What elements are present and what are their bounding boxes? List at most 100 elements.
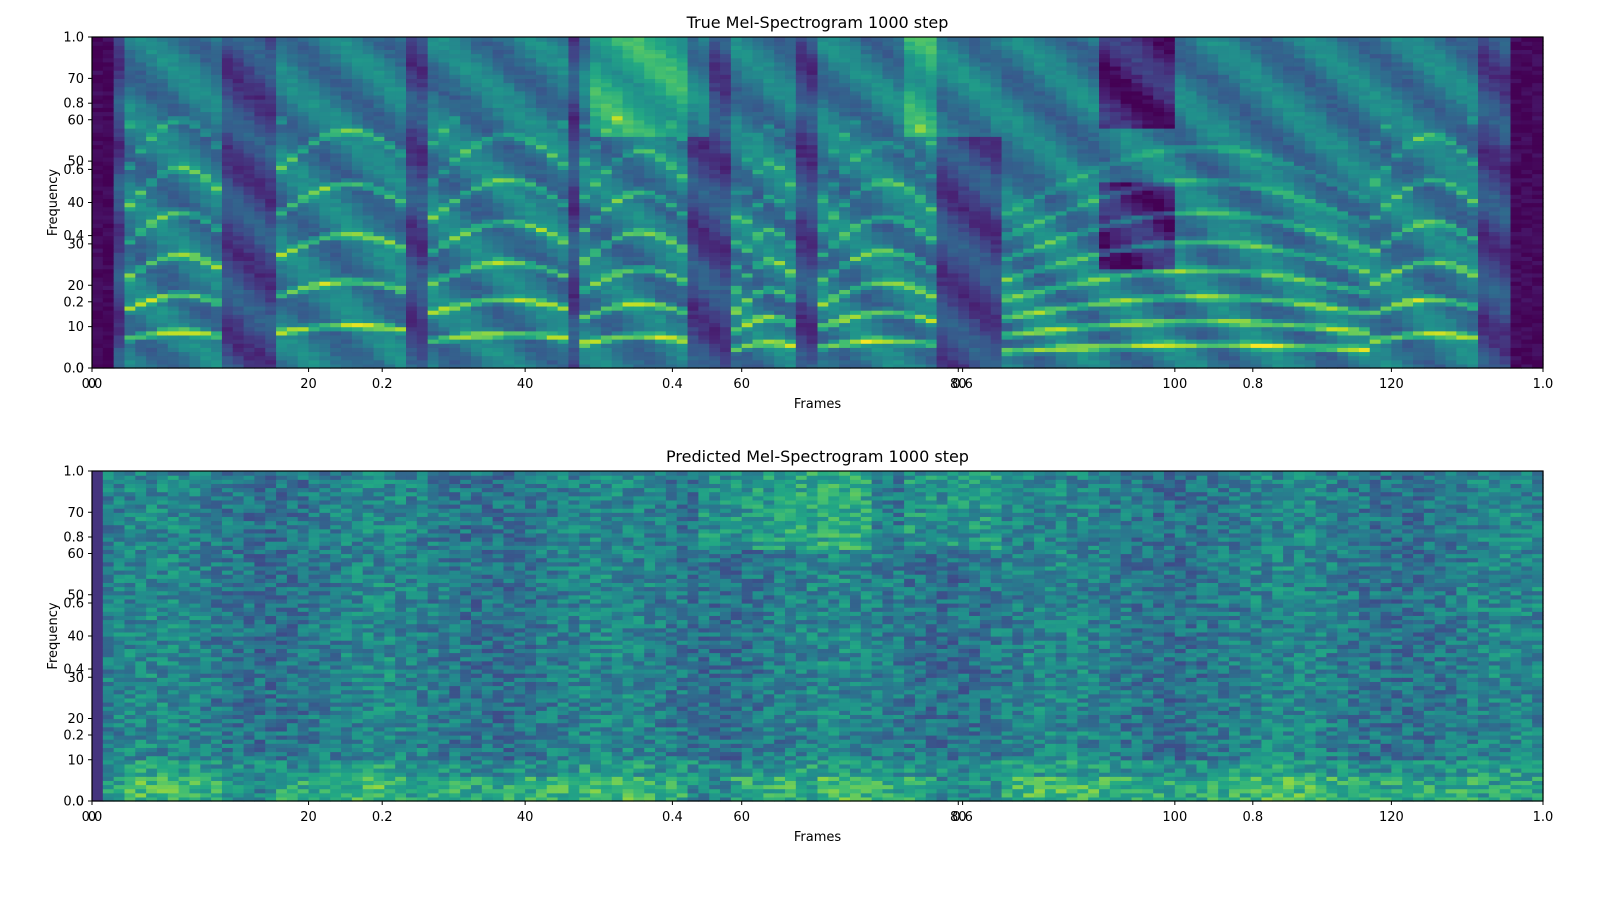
heatmap-cell (590, 363, 602, 369)
heatmap-cell (600, 161, 613, 166)
heatmap-cell (308, 305, 320, 311)
heatmap-cell (211, 272, 223, 278)
heatmap-cell (503, 181, 515, 187)
heatmap-cell (622, 256, 635, 262)
heatmap-cell (113, 264, 126, 270)
heatmap-cell (655, 78, 667, 84)
heatmap-cell (492, 206, 505, 212)
heatmap-cell (211, 53, 223, 59)
heatmap-cell (470, 235, 483, 241)
heatmap-cell (200, 194, 212, 199)
heatmap-cell (341, 314, 353, 319)
heatmap-cell (449, 57, 461, 63)
heatmap-cell (644, 305, 656, 311)
heatmap-cell (470, 49, 483, 55)
heatmap-cell (297, 123, 310, 129)
heatmap-cell (373, 57, 385, 63)
heatmap-cell (124, 99, 136, 104)
heatmap-cell (243, 363, 256, 369)
heatmap-cell (514, 355, 526, 361)
heatmap-cell (286, 107, 299, 113)
heatmap-cell (395, 256, 407, 262)
heatmap-cell (514, 256, 526, 262)
heatmap-cell (535, 49, 548, 55)
heatmap-cell (373, 210, 385, 216)
heatmap-cell (211, 65, 223, 71)
heatmap-cell (611, 339, 624, 344)
heatmap-cell (276, 198, 288, 204)
heatmap-cell (698, 103, 710, 108)
heatmap-cell (341, 363, 353, 369)
heatmap-cell (741, 285, 754, 290)
heatmap-cell (189, 272, 201, 278)
heatmap-cell (438, 45, 450, 51)
heatmap-cell (341, 111, 353, 117)
heatmap-cell (449, 355, 461, 361)
heatmap-cell (221, 140, 234, 146)
heatmap-cell (460, 318, 472, 324)
heatmap-cell (492, 351, 505, 357)
heatmap-cell (438, 37, 450, 42)
heatmap-cell (156, 347, 169, 353)
heatmap-cell (449, 90, 461, 96)
heatmap-cell (297, 305, 310, 311)
heatmap-cell (557, 37, 570, 42)
heatmap-cell (211, 194, 223, 199)
heatmap-cell (351, 239, 364, 245)
heatmap-cell (546, 37, 559, 42)
heatmap-cell (330, 169, 342, 175)
heatmap-cell (265, 173, 277, 179)
heatmap-cell (568, 343, 580, 348)
heatmap-cell (438, 231, 450, 237)
heatmap-cell (698, 198, 710, 204)
heatmap-cell (416, 272, 429, 278)
heatmap-cell (102, 334, 115, 340)
heatmap-cell (178, 169, 191, 175)
heatmap-cell (395, 74, 407, 79)
heatmap-cell (341, 202, 353, 208)
heatmap-cell (200, 70, 212, 75)
heatmap-cell (633, 181, 645, 187)
heatmap-cell (200, 181, 212, 187)
heatmap-cell (373, 190, 385, 195)
heatmap-cell (113, 144, 126, 150)
heatmap-cell (535, 202, 548, 208)
heatmap-cell (546, 169, 559, 175)
heatmap-cell (297, 206, 310, 212)
heatmap-cell (189, 243, 201, 249)
heatmap-cell (709, 310, 721, 315)
heatmap-cell (600, 272, 613, 278)
heatmap-cell (189, 351, 201, 357)
heatmap-cell (102, 223, 115, 228)
heatmap-cell (178, 210, 191, 216)
heatmap-cell (254, 260, 266, 266)
heatmap-cell (644, 78, 656, 84)
heatmap-cell (449, 115, 461, 121)
heatmap-cell (665, 235, 678, 241)
heatmap-cell (503, 219, 515, 224)
heatmap-cell (395, 49, 407, 55)
heatmap-cell (297, 326, 310, 332)
heatmap-cell (92, 231, 104, 237)
heatmap-cell (590, 268, 602, 274)
heatmap-cell (568, 293, 580, 299)
heatmap-cell (427, 41, 440, 46)
heatmap-cell (156, 239, 169, 245)
heatmap-cell (351, 293, 364, 299)
heatmap-cell (503, 144, 515, 150)
heatmap-cell (665, 132, 678, 137)
heatmap-cell (568, 347, 580, 353)
heatmap-cell (535, 111, 548, 117)
heatmap-cell (232, 363, 245, 369)
heatmap-cell (178, 144, 191, 150)
heatmap-cell (546, 314, 559, 319)
heatmap-cell (92, 268, 104, 274)
heatmap-cell (427, 90, 440, 96)
heatmap-cell (276, 231, 288, 237)
heatmap-cell (470, 156, 483, 162)
heatmap-cell (427, 330, 440, 336)
heatmap-cell (113, 301, 126, 307)
heatmap-cell (362, 314, 375, 319)
heatmap-cell (460, 107, 472, 113)
heatmap-cell (124, 65, 136, 71)
